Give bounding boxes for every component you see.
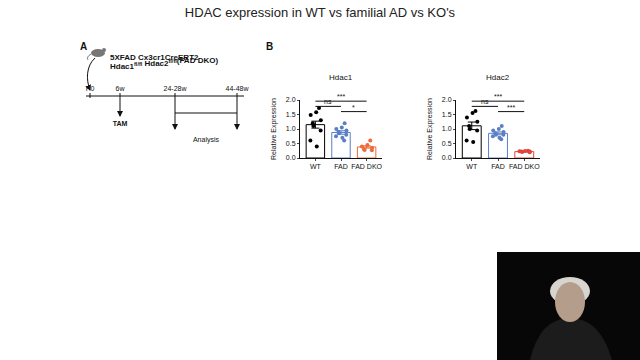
svg-text:ns: ns <box>324 98 332 105</box>
svg-text:6w: 6w <box>116 85 126 92</box>
svg-text:1.0: 1.0 <box>286 125 296 132</box>
svg-text:Relative Expression: Relative Expression <box>270 98 278 160</box>
svg-text:***: *** <box>494 93 502 100</box>
svg-text:1.5: 1.5 <box>286 111 296 118</box>
svg-text:ns: ns <box>481 98 489 105</box>
svg-text:2.0: 2.0 <box>286 96 296 103</box>
svg-text:2.0: 2.0 <box>442 96 452 103</box>
svg-text:***: *** <box>507 104 515 111</box>
svg-text:0.5: 0.5 <box>442 140 452 147</box>
svg-text:1.5: 1.5 <box>442 111 452 118</box>
svg-text:***: *** <box>337 93 345 100</box>
svg-text:1.0: 1.0 <box>442 125 452 132</box>
svg-text:44-48w: 44-48w <box>226 85 250 92</box>
svg-text:TAM: TAM <box>113 120 128 127</box>
svg-text:Relative Expression: Relative Expression <box>426 98 434 160</box>
svg-text:WT: WT <box>310 163 322 170</box>
svg-text:0.0: 0.0 <box>442 154 452 161</box>
svg-text:B: B <box>266 41 273 52</box>
svg-text:P0: P0 <box>86 85 95 92</box>
svg-text:WT: WT <box>466 163 478 170</box>
svg-text:FAD DKO: FAD DKO <box>351 163 382 170</box>
svg-text:*: * <box>352 104 355 111</box>
svg-text:Hdac1: Hdac1 <box>329 73 353 82</box>
svg-text:FAD: FAD <box>334 163 348 170</box>
svg-text:FAD DKO: FAD DKO <box>509 163 540 170</box>
svg-text:FAD: FAD <box>491 163 505 170</box>
svg-text:24-28w: 24-28w <box>164 85 188 92</box>
svg-text:0.5: 0.5 <box>286 140 296 147</box>
svg-text:Hdac2: Hdac2 <box>486 73 510 82</box>
svg-text:Hdac1fl/fl Hdac2fl/fl(FAD DKO): Hdac1fl/fl Hdac2fl/fl(FAD DKO) <box>110 56 218 71</box>
svg-text:0.0: 0.0 <box>286 154 296 161</box>
svg-text:Analysis: Analysis <box>193 136 220 144</box>
svg-text:A: A <box>80 41 87 52</box>
svg-text:5XFAD Cx3cr1CreERT2: 5XFAD Cx3cr1CreERT2 <box>110 53 199 62</box>
html-text:HDAC expression in WT vs famil: HDAC expression in WT vs familial AD vs … <box>184 5 456 20</box>
